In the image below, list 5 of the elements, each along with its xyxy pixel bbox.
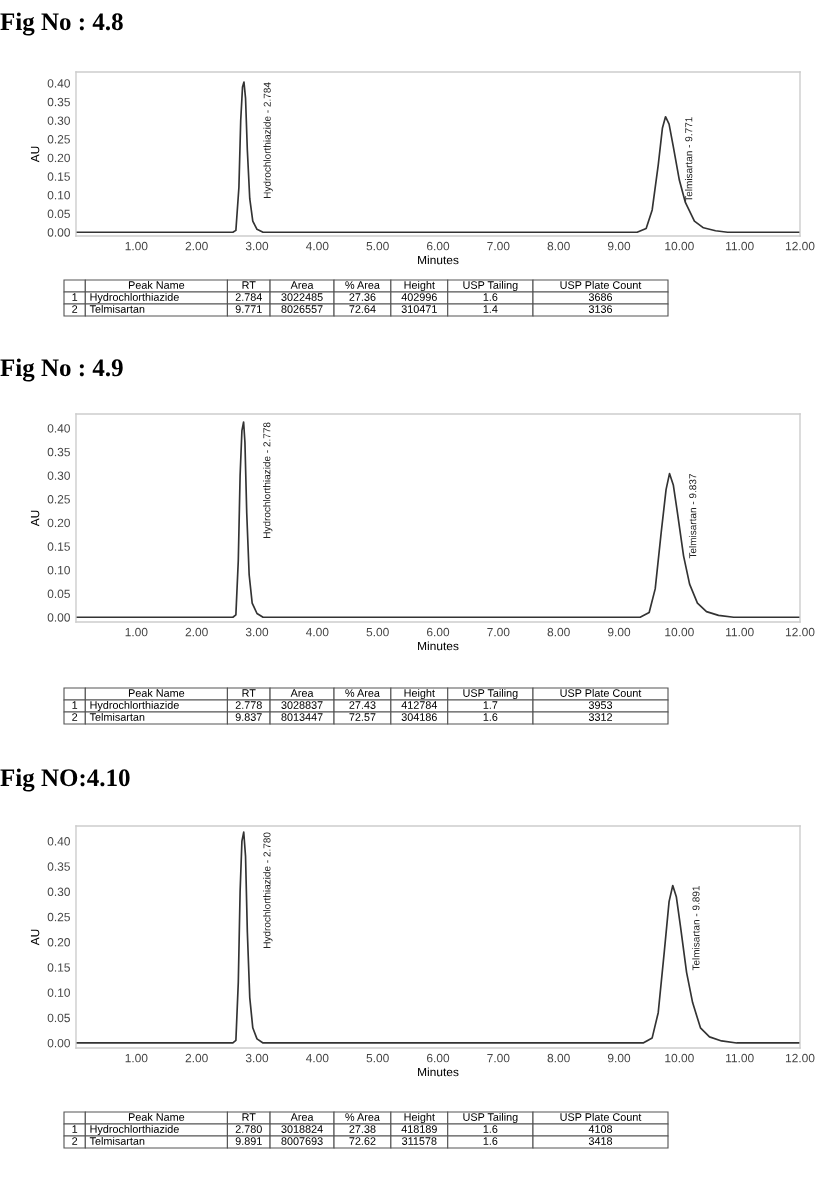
line-series xyxy=(76,421,800,619)
chart-title: Fig No : 4.9 xyxy=(0,358,123,382)
chart-title: Fig NO:4.10 xyxy=(0,768,130,792)
chart-title: Fig No : 4.8 xyxy=(0,12,123,36)
line-series xyxy=(76,831,800,1044)
